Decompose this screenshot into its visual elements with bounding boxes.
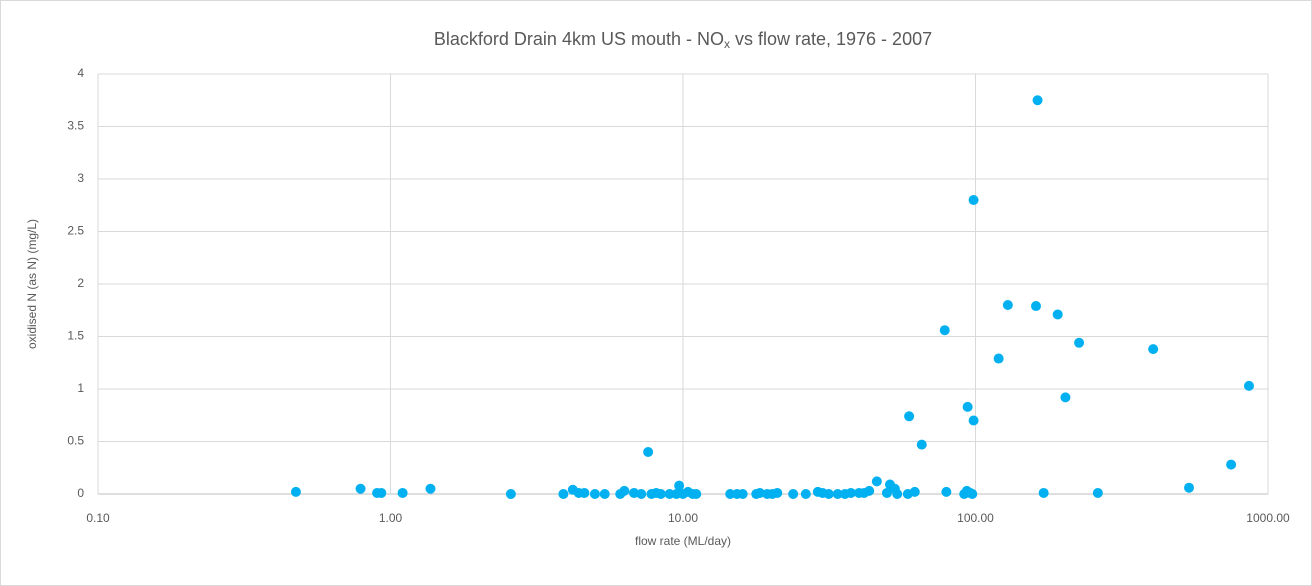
data-point bbox=[754, 487, 765, 498]
data-point bbox=[772, 487, 783, 498]
data-point bbox=[589, 489, 600, 499]
data-point bbox=[967, 489, 978, 499]
data-point bbox=[1243, 380, 1254, 391]
y-tick-label: 0.5 bbox=[67, 434, 84, 448]
data-point bbox=[636, 489, 647, 499]
data-point bbox=[904, 411, 915, 422]
data-point bbox=[655, 489, 666, 499]
x-tick-label: 100.00 bbox=[957, 511, 994, 525]
x-axis-label: flow rate (ML/day) bbox=[635, 534, 731, 548]
title-part: vs flow rate, 1976 - 2007 bbox=[730, 29, 932, 49]
data-point bbox=[1148, 344, 1159, 355]
data-point bbox=[832, 489, 843, 499]
y-tick-label: 2 bbox=[77, 276, 84, 290]
y-axis-label: oxidised N (as N) (mg/L) bbox=[25, 219, 39, 349]
data-point bbox=[1226, 459, 1237, 470]
data-point bbox=[691, 489, 702, 499]
data-point bbox=[1002, 300, 1013, 310]
data-point bbox=[892, 489, 903, 499]
title-part: Blackford Drain 4km US mouth - NO bbox=[434, 29, 724, 49]
x-tick-label: 0.10 bbox=[86, 511, 110, 525]
y-tick-label: 3 bbox=[77, 171, 84, 185]
data-point bbox=[664, 489, 675, 499]
data-point bbox=[909, 486, 920, 497]
data-point bbox=[993, 353, 1004, 364]
data-point bbox=[1038, 487, 1049, 498]
data-point bbox=[505, 489, 516, 499]
data-point bbox=[1074, 337, 1085, 348]
data-point bbox=[968, 195, 979, 205]
data-point bbox=[1092, 487, 1103, 498]
x-tick-label: 1.00 bbox=[379, 511, 403, 525]
y-tick-label: 3.5 bbox=[67, 119, 84, 133]
data-point bbox=[290, 486, 301, 497]
data-point bbox=[939, 325, 950, 336]
data-point bbox=[558, 489, 569, 499]
data-point bbox=[864, 485, 875, 496]
data-point bbox=[425, 483, 436, 494]
y-tick-label: 2.5 bbox=[67, 224, 84, 238]
y-tick-label: 1.5 bbox=[67, 329, 84, 343]
data-point bbox=[871, 476, 882, 487]
data-point bbox=[800, 489, 811, 499]
title-subscript: x bbox=[724, 37, 730, 51]
data-point bbox=[968, 415, 979, 426]
data-point bbox=[1052, 309, 1063, 320]
data-point bbox=[579, 487, 590, 498]
data-point bbox=[376, 487, 387, 498]
y-tick-label: 0 bbox=[77, 486, 84, 500]
data-point bbox=[845, 487, 856, 498]
data-point bbox=[397, 487, 408, 498]
chart-title: Blackford Drain 4km US mouth - NOx vs fl… bbox=[434, 29, 932, 51]
data-point bbox=[737, 489, 748, 499]
data-point bbox=[1184, 482, 1195, 493]
data-point bbox=[1032, 95, 1043, 106]
data-point bbox=[674, 480, 685, 491]
data-point bbox=[643, 447, 654, 457]
y-tick-label: 4 bbox=[77, 66, 84, 80]
data-point bbox=[916, 439, 927, 450]
data-point bbox=[1030, 301, 1041, 312]
x-tick-label: 10.00 bbox=[668, 511, 698, 525]
data-point bbox=[599, 489, 610, 499]
y-tick-label: 1 bbox=[77, 381, 84, 395]
data-point bbox=[1060, 392, 1071, 403]
data-point bbox=[962, 401, 973, 412]
data-point bbox=[941, 486, 952, 497]
data-point bbox=[823, 489, 834, 499]
data-point bbox=[619, 485, 630, 496]
data-point bbox=[355, 483, 366, 494]
data-point bbox=[881, 487, 892, 498]
x-tick-label: 1000.00 bbox=[1246, 511, 1290, 525]
data-point bbox=[788, 489, 799, 499]
